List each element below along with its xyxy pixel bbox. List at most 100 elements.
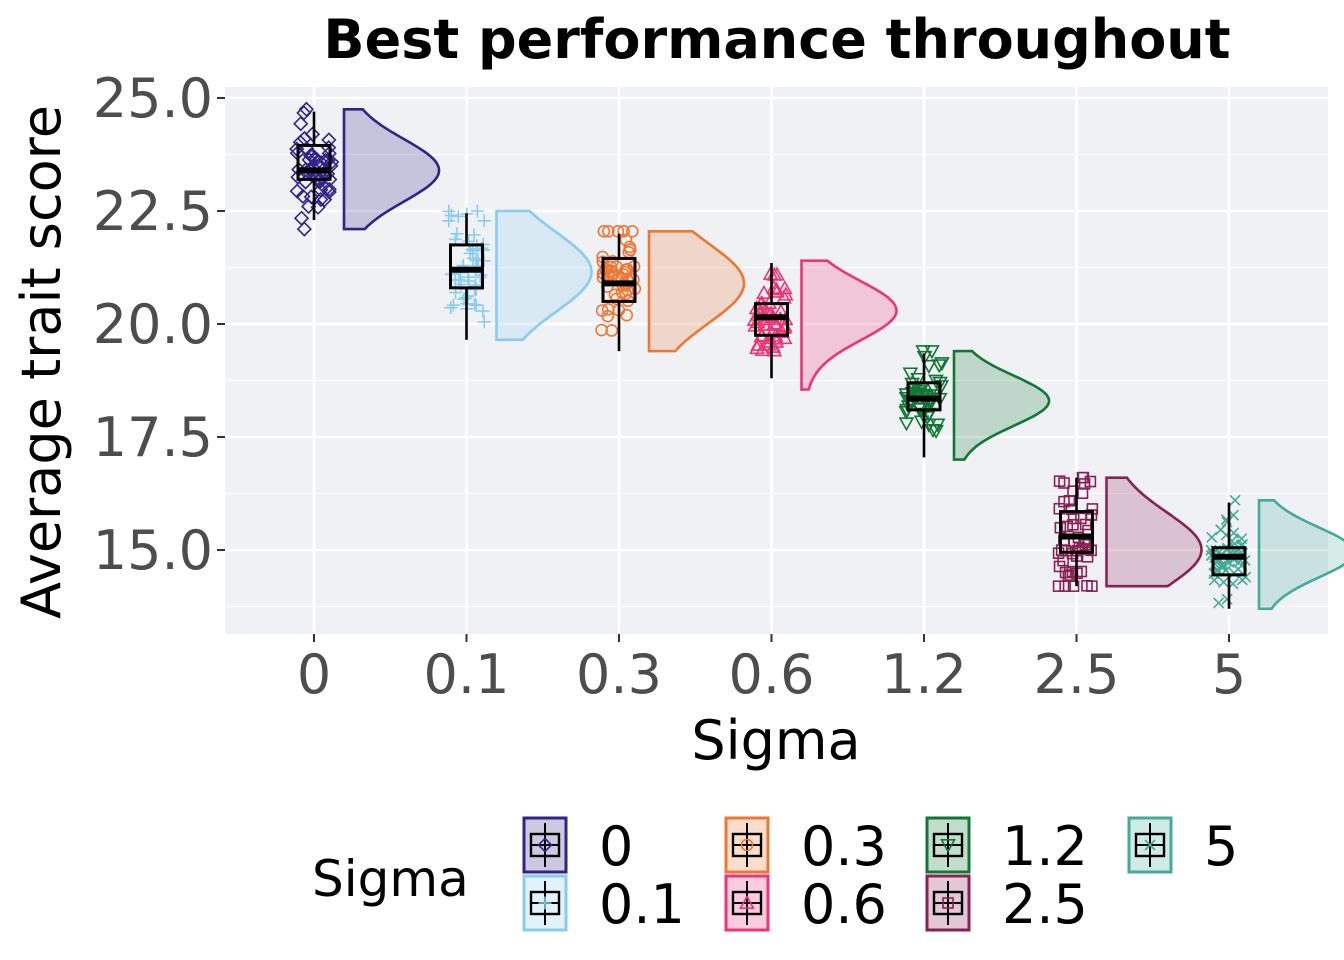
data-point — [308, 171, 324, 187]
legend-label: 0.3 — [801, 815, 887, 878]
data-point — [606, 255, 619, 268]
legend-key — [522, 874, 568, 932]
data-point — [450, 227, 464, 241]
data-point — [749, 339, 765, 355]
x-tick-label: 0.6 — [729, 643, 815, 706]
density-cloud — [1257, 498, 1344, 611]
x-tick-label: 5 — [1212, 643, 1246, 706]
data-point — [1059, 580, 1071, 592]
data-point — [463, 246, 477, 260]
data-point — [623, 243, 637, 257]
data-point — [1144, 839, 1156, 851]
data-point — [768, 281, 785, 296]
data-point — [1221, 593, 1233, 605]
x-tick-label: 0.1 — [424, 643, 510, 706]
data-point — [304, 126, 321, 142]
legend-label: 0.6 — [801, 873, 887, 936]
legend-key — [724, 874, 770, 932]
data-point — [768, 316, 784, 331]
data-point — [928, 424, 944, 439]
density-cloud — [800, 259, 898, 391]
data-point — [289, 183, 305, 199]
data-point — [1067, 518, 1079, 531]
data-point — [910, 372, 926, 388]
data-point — [601, 303, 615, 316]
data-point — [444, 301, 458, 315]
density-cloud — [495, 209, 593, 342]
box-iqr — [449, 243, 484, 290]
data-point — [929, 418, 946, 433]
data-point — [1206, 531, 1218, 543]
data-point — [1228, 527, 1240, 539]
legend-key — [925, 874, 971, 932]
data-point — [296, 221, 312, 237]
y-tick-label: 17.5 — [93, 406, 213, 469]
data-point — [538, 896, 552, 910]
data-point — [1213, 597, 1225, 609]
density-cloud — [1105, 476, 1203, 588]
data-point — [476, 304, 490, 318]
density-cloud — [342, 108, 441, 231]
x-tick-label: 0.3 — [576, 643, 662, 706]
data-point — [739, 894, 755, 910]
data-point — [1075, 512, 1087, 525]
data-point — [316, 192, 333, 208]
data-point — [1236, 533, 1248, 545]
legend-key — [724, 816, 770, 874]
y-tick-label: 22.5 — [93, 180, 213, 243]
data-point — [617, 225, 630, 238]
data-point — [626, 225, 639, 238]
box-iqr — [601, 256, 637, 303]
y-tick-label: 20.0 — [93, 293, 213, 356]
legend-label: 5 — [1204, 815, 1238, 878]
data-point — [1084, 475, 1097, 488]
data-point — [1229, 494, 1241, 506]
x-tick-label: 0 — [297, 643, 331, 706]
legend-title: Sigma — [312, 850, 469, 908]
data-point — [1053, 560, 1066, 573]
legend-key — [925, 816, 971, 874]
data-point — [1217, 559, 1229, 571]
x-tick-label: 2.5 — [1034, 643, 1120, 706]
legend-key — [522, 816, 568, 874]
data-point — [1218, 576, 1230, 588]
data-point — [1077, 471, 1090, 484]
data-point — [902, 367, 919, 382]
data-point — [467, 228, 481, 242]
legend-label: 2.5 — [1002, 873, 1088, 936]
data-point — [457, 292, 471, 306]
y-axis: 15.0 17.5 20.0 22.5 25.0 — [93, 67, 225, 582]
x-axis: 0 0.1 0.3 0.6 1.2 2.5 5 — [297, 634, 1246, 706]
density-cloud — [952, 349, 1051, 461]
legend-key — [1127, 816, 1173, 874]
data-point — [1081, 579, 1093, 592]
data-point — [467, 298, 481, 312]
data-point — [925, 424, 941, 439]
data-point — [602, 225, 615, 238]
data-point — [1236, 574, 1248, 586]
data-point — [452, 272, 466, 286]
data-point — [313, 191, 329, 208]
x-tick-label: 1.2 — [881, 643, 967, 706]
box-iqr — [1059, 510, 1094, 554]
legend-label: 1.2 — [1002, 815, 1088, 878]
data-point — [1217, 561, 1229, 573]
density-cloud — [647, 229, 746, 353]
data-point — [921, 359, 937, 374]
data-point — [477, 315, 491, 329]
legend: Sigma 00.1 0.30.6 1.22.5 5 — [312, 815, 1238, 936]
data-point — [898, 405, 915, 421]
density-clouds — [342, 108, 1344, 611]
data-point — [470, 204, 484, 218]
data-point — [940, 838, 956, 854]
data-point — [1053, 475, 1066, 487]
data-point — [1052, 580, 1065, 592]
legend-label: 0 — [599, 815, 633, 878]
data-point — [931, 359, 948, 374]
data-point — [446, 298, 460, 312]
data-point — [769, 266, 785, 281]
data-point — [313, 182, 329, 198]
data-point — [442, 214, 456, 228]
data-point — [620, 262, 634, 276]
